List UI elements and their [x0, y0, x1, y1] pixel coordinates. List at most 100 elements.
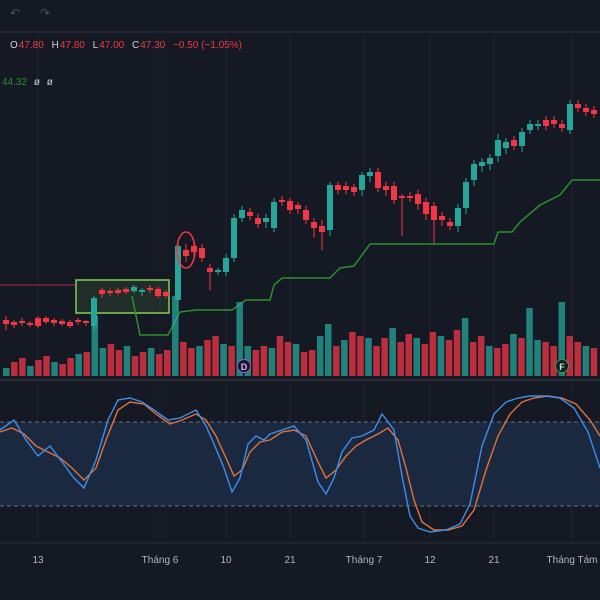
candle-body	[183, 250, 189, 256]
candle-body	[83, 321, 89, 323]
candle-body	[591, 110, 597, 114]
trailing-stop-line	[131, 179, 600, 336]
time-tick: 12	[424, 555, 436, 566]
volume-bar	[453, 330, 461, 376]
volume-bar	[381, 338, 388, 376]
volume-bar	[526, 308, 533, 376]
candle-body	[223, 258, 229, 272]
volume-bar	[67, 358, 74, 376]
candle-body	[503, 142, 509, 148]
high-key: H	[51, 40, 59, 51]
volume-bar	[534, 340, 541, 376]
candle-body	[3, 320, 9, 324]
volume-bar	[260, 346, 268, 376]
volume-bar	[59, 364, 66, 376]
volume-bar	[486, 346, 493, 376]
volume-bar	[27, 366, 34, 376]
redo-icon[interactable]: ↷	[40, 6, 51, 20]
volume-bar	[558, 302, 565, 376]
volume-bar	[300, 352, 308, 376]
volume-bar	[35, 360, 42, 376]
candle-body	[279, 200, 285, 202]
volume-bar	[51, 362, 58, 376]
candle-body	[59, 321, 65, 324]
candle-body	[147, 288, 153, 290]
volume-bar	[333, 346, 340, 376]
candle-body	[479, 162, 485, 166]
volume-bar	[477, 336, 485, 376]
candle-body	[207, 268, 213, 272]
candle-body	[175, 246, 181, 300]
volume-bar	[11, 362, 18, 376]
volume-bar	[107, 344, 115, 376]
volume-bar	[582, 346, 590, 376]
candle-body	[35, 318, 41, 326]
candle-body	[399, 196, 405, 198]
candle-body	[99, 290, 105, 294]
volume-bar	[550, 346, 557, 376]
candle-body	[303, 210, 309, 220]
volume-bar	[276, 336, 284, 376]
volume-bar	[469, 342, 477, 376]
financial-marker[interactable]: F	[555, 359, 569, 373]
candle-body	[215, 270, 221, 272]
candle-body	[463, 182, 469, 208]
candle-body	[123, 289, 129, 292]
volume-bar	[252, 350, 260, 376]
candle-body	[407, 196, 413, 198]
volume-bar	[365, 338, 372, 376]
volume-bar	[180, 342, 187, 376]
candle-body	[543, 120, 549, 126]
candle-body	[383, 186, 389, 190]
candle-body	[447, 222, 453, 226]
candle-body	[423, 202, 429, 214]
highlight-circle	[176, 231, 196, 269]
stoch-k-line	[0, 395, 600, 533]
candle-body	[231, 218, 237, 258]
candle-body	[367, 172, 373, 176]
volume-bar	[220, 344, 227, 376]
time-tick: Tháng Tám	[546, 555, 598, 566]
candle-body	[107, 291, 113, 293]
volume-bar	[3, 368, 10, 376]
candle-body	[439, 216, 445, 220]
volume-bar	[83, 352, 90, 376]
volume-bar	[566, 336, 573, 376]
candle-body	[511, 140, 517, 146]
volume-bar	[99, 348, 107, 376]
candle-body	[559, 124, 565, 128]
undo-icon[interactable]: ↶	[10, 6, 21, 20]
candle-body	[199, 248, 205, 258]
candle-body	[91, 298, 97, 326]
volume-bar	[445, 340, 453, 376]
candle-body	[551, 120, 557, 124]
dividend-marker[interactable]: D	[237, 359, 251, 373]
candle-body	[11, 322, 17, 325]
low-value: 47.00	[99, 40, 125, 51]
candle-body	[343, 186, 349, 190]
candle-body	[43, 318, 49, 322]
time-tick: 21	[488, 555, 500, 566]
candle-body	[327, 185, 333, 230]
candle-body	[495, 140, 501, 156]
volume-bar	[590, 348, 598, 376]
volume-bar	[510, 334, 517, 376]
volume-bar	[155, 354, 163, 376]
candle-body	[375, 172, 381, 188]
candle-body	[139, 290, 145, 292]
candle-body	[51, 320, 57, 323]
candle-body	[163, 292, 169, 296]
volume-bar	[405, 334, 412, 376]
volume-bar	[139, 352, 147, 376]
close-value: 47.30	[140, 40, 166, 51]
candle-body	[335, 185, 341, 190]
stoch-band	[0, 422, 600, 506]
volume-bar	[357, 336, 364, 376]
candle-body	[239, 210, 245, 218]
candle-body	[311, 222, 317, 228]
indicator-null-2: ø	[46, 77, 53, 88]
candle-body	[319, 226, 325, 232]
volume-bar	[131, 356, 139, 376]
